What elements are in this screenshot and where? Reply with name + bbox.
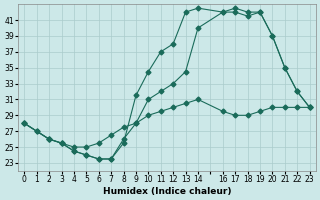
- X-axis label: Humidex (Indice chaleur): Humidex (Indice chaleur): [103, 187, 231, 196]
